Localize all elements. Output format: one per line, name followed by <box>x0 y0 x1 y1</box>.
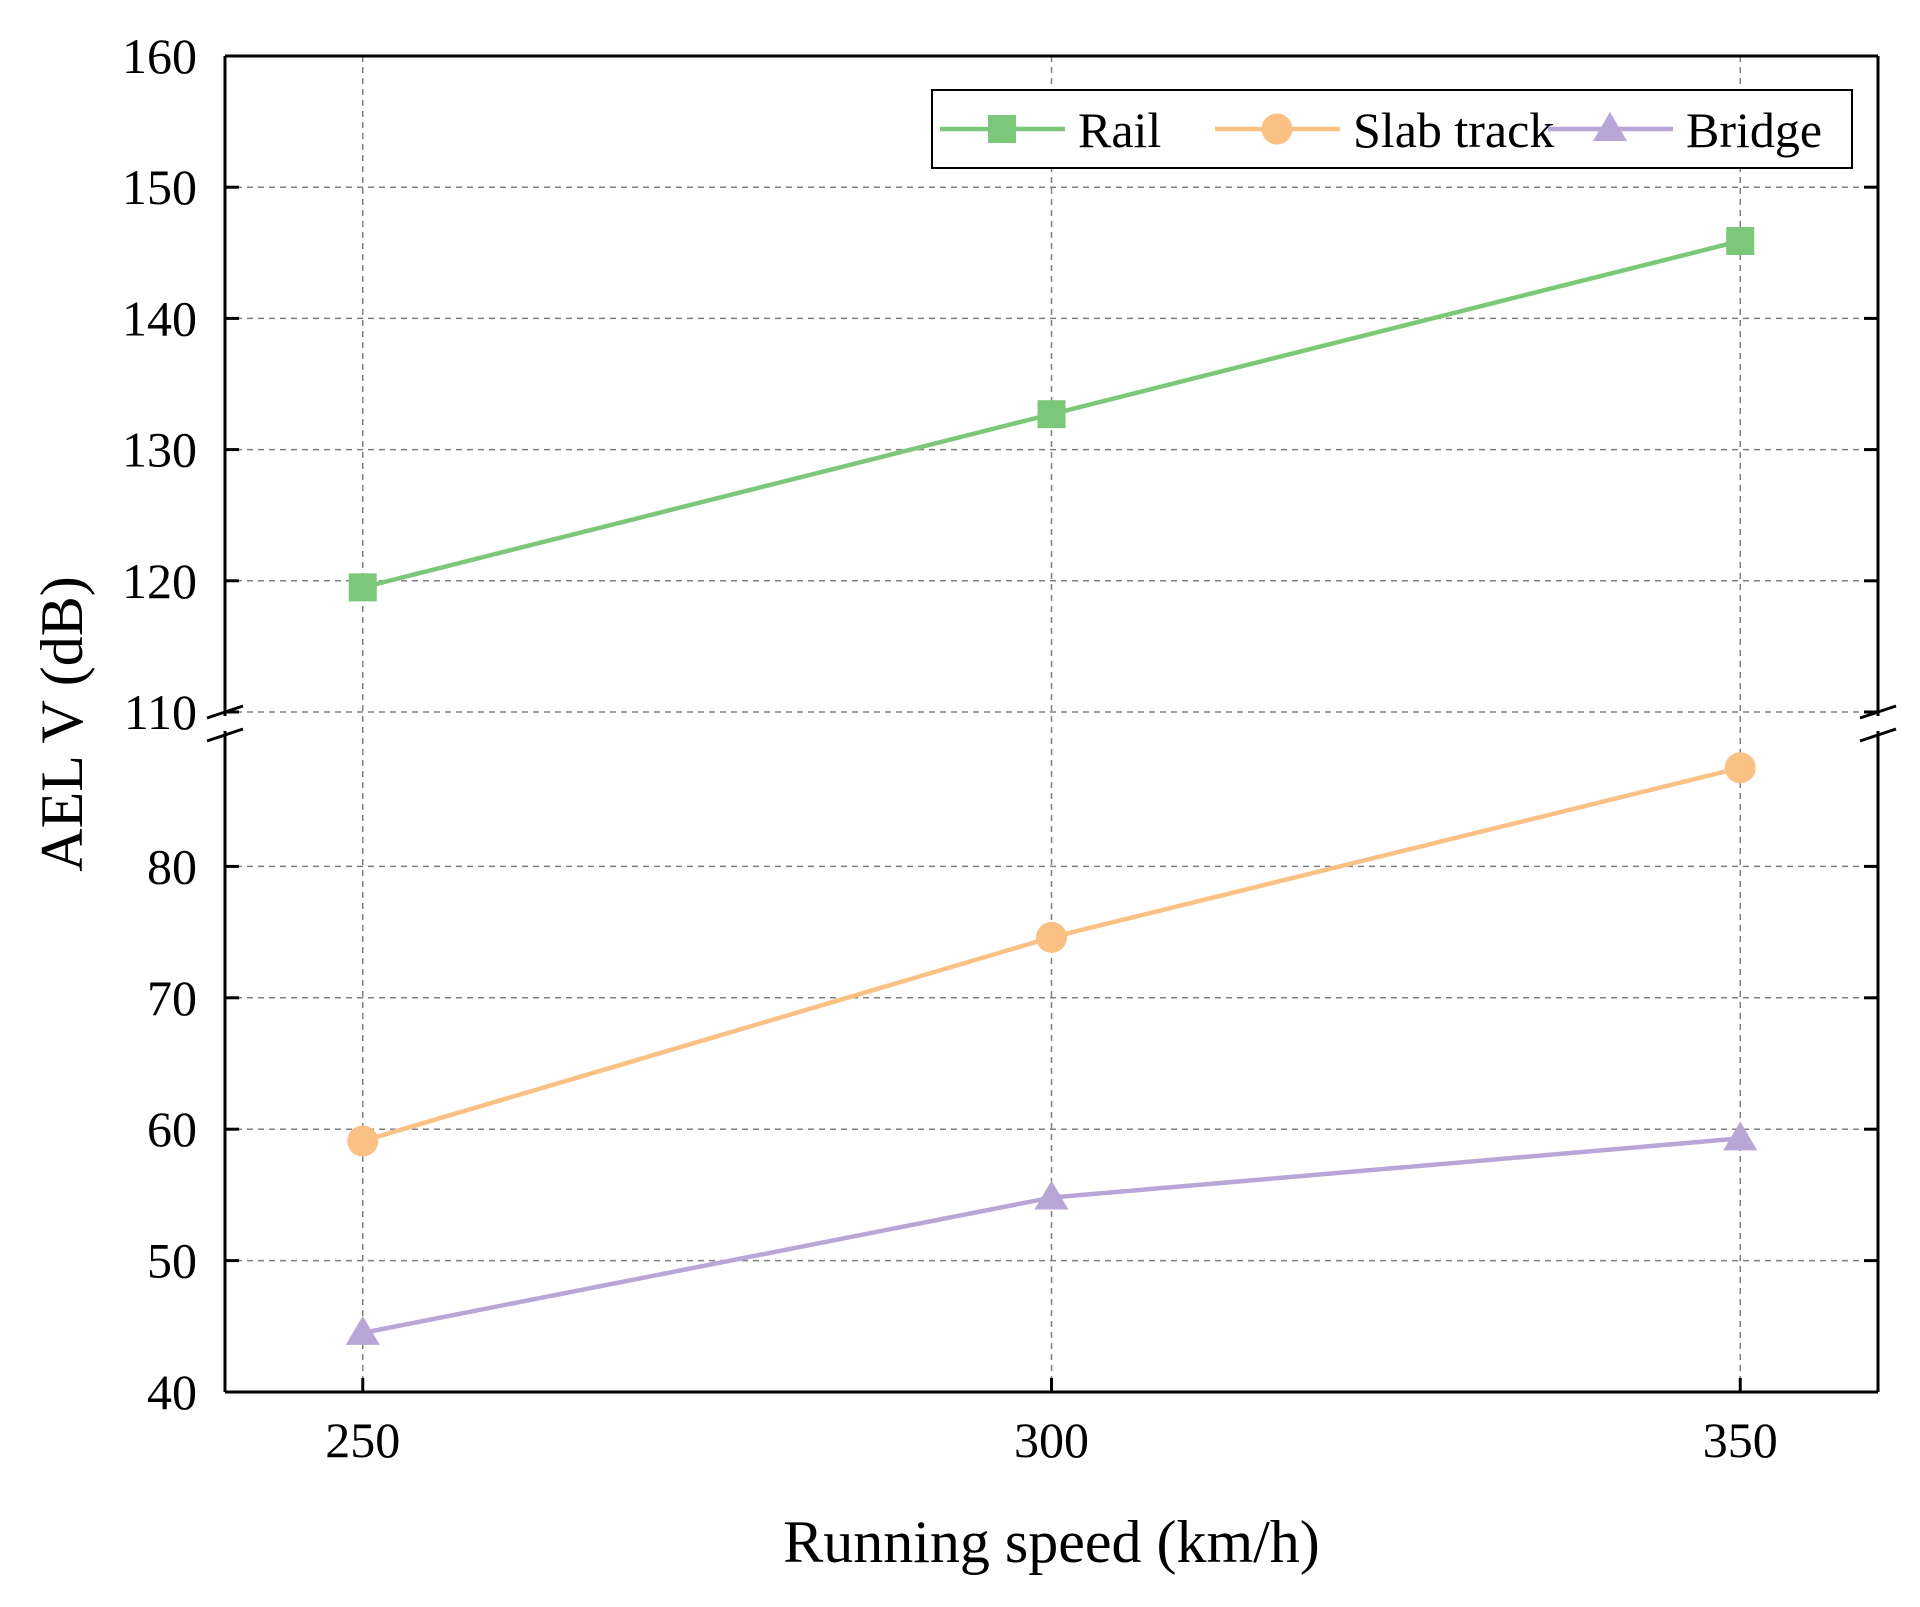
y-tick-label: 80 <box>147 838 197 894</box>
axis-break-mark <box>206 727 244 743</box>
legend-label: Bridge <box>1686 102 1822 158</box>
legend-label: Rail <box>1078 102 1161 158</box>
axis-break-mark <box>1859 727 1897 743</box>
data-point-rail <box>1726 226 1755 255</box>
x-tick-label: 250 <box>325 1412 400 1468</box>
y-tick-label: 50 <box>147 1233 197 1289</box>
legend-marker-slab-track <box>1261 113 1293 145</box>
y-tick-label: 60 <box>147 1101 197 1157</box>
y-tick-label: 130 <box>122 422 197 478</box>
x-axis-title: Running speed (km/h) <box>783 1509 1320 1575</box>
data-point-slab-track <box>347 1125 379 1157</box>
legend: Rail Slab track Bridge <box>931 89 1853 169</box>
axes: 40 50 60 70 80 110 120 130 140 150 160 250 300 350 Run… <box>29 28 1897 1575</box>
y-tick-label: 120 <box>122 553 197 609</box>
y-tick-label: 140 <box>122 290 197 346</box>
data-point-bridge <box>1034 1180 1069 1210</box>
legend-marker-bridge <box>1593 112 1627 141</box>
y-tick-label: 150 <box>122 159 197 215</box>
y-tick-label: 110 <box>124 684 197 740</box>
y-tick-label: 160 <box>122 28 197 84</box>
y-axis-title: AEL V (dB) <box>29 576 95 872</box>
data-point-bridge <box>1723 1121 1758 1151</box>
data-point-slab-track <box>1036 921 1067 953</box>
series-line-slab-track <box>362 765 1741 1144</box>
legend-box <box>931 89 1853 169</box>
y-tick-label: 40 <box>147 1364 197 1420</box>
data-point-bridge <box>345 1315 380 1345</box>
data-point-slab-track <box>1724 752 1756 784</box>
data-point-rail <box>1037 400 1066 429</box>
data-point-rail <box>348 573 377 602</box>
legend-label: Slab track <box>1353 102 1554 158</box>
x-tick-label: 300 <box>1014 1412 1089 1468</box>
legend-marker-rail <box>988 115 1016 143</box>
series-layer <box>345 226 1758 1345</box>
y-tick-label: 70 <box>147 970 197 1026</box>
x-tick-label: 350 <box>1703 1412 1778 1468</box>
